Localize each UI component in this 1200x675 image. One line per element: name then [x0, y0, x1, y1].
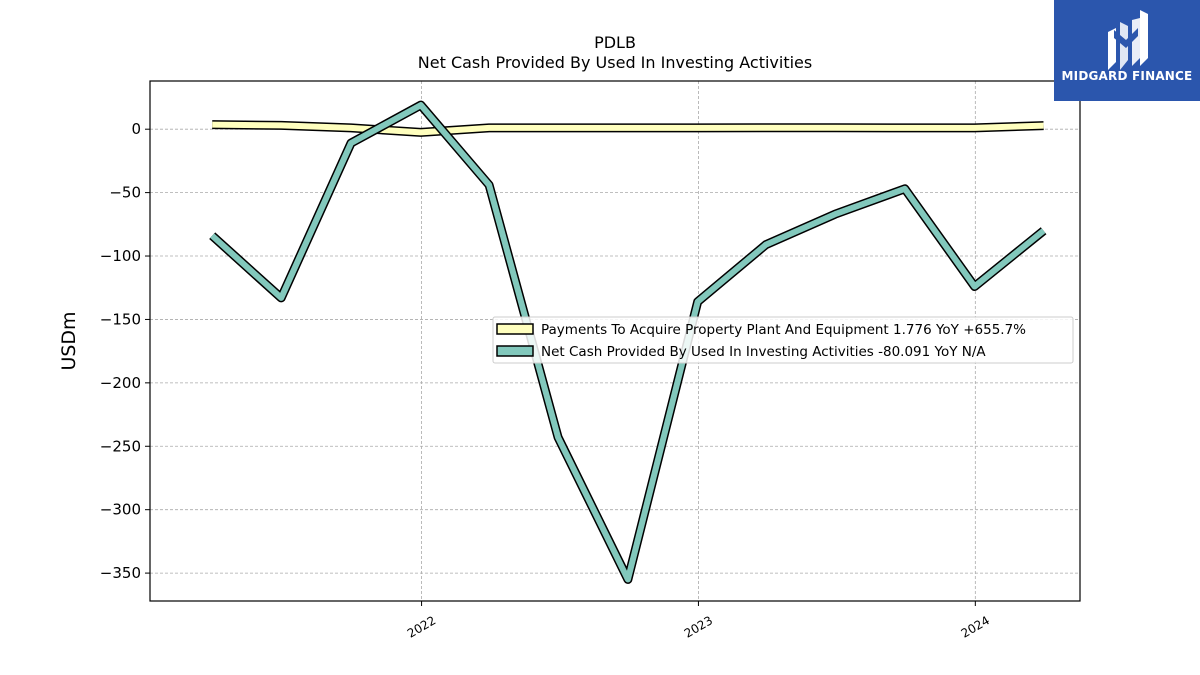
series-line: [210, 102, 1046, 583]
legend-entry: Net Cash Provided By Used In Investing A…: [541, 344, 986, 360]
y-tick-label: 0: [131, 120, 141, 138]
x-tick-label: 2024: [959, 613, 992, 640]
logo-text: MIDGARD FINANCE: [1061, 69, 1193, 83]
y-tick-label: −350: [100, 564, 141, 582]
series-2: [209, 100, 1047, 584]
plot-frame: [149, 80, 1081, 602]
x-axis-ticks: 2022 2023 2024: [405, 601, 992, 641]
legend: Payments To Acquire Property Plant And E…: [492, 316, 1074, 364]
logo-mark-icon: [1108, 10, 1148, 70]
midgard-finance-logo: MIDGARD FINANCE: [1054, 0, 1200, 101]
legend-swatch: [496, 323, 534, 335]
y-tick-label: −50: [109, 184, 141, 202]
series-line: [212, 121, 1044, 136]
legend-swatch: [496, 345, 534, 357]
series-1: [212, 120, 1044, 137]
x-tick-label: 2022: [405, 613, 438, 640]
chart-title: PDLB: [594, 33, 636, 52]
y-tick-label: −300: [100, 501, 141, 519]
series-layer: [209, 100, 1047, 584]
legend-box: [492, 316, 1074, 364]
chart-subtitle: Net Cash Provided By Used In Investing A…: [418, 53, 812, 72]
y-tick-label: −150: [100, 310, 141, 328]
legend-entry: Payments To Acquire Property Plant And E…: [541, 322, 1026, 338]
y-tick-label: −100: [100, 247, 141, 265]
y-axis-ticks: 0 −50 −100 −150 −200 −250 −300 −350: [100, 120, 150, 582]
x-tick-label: 2023: [682, 613, 715, 640]
y-tick-label: −250: [100, 437, 141, 455]
y-axis-label: USDm: [58, 311, 80, 370]
y-tick-label: −200: [100, 374, 141, 392]
